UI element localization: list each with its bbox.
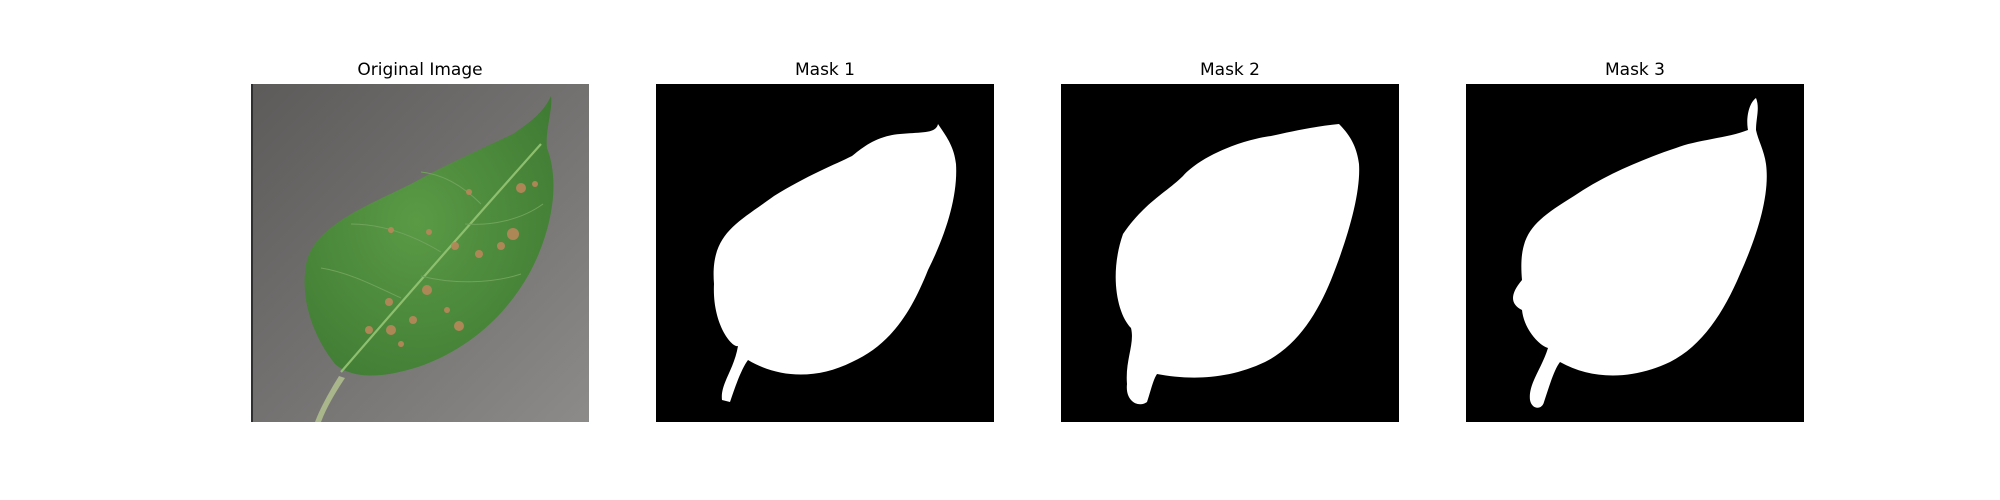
panel-title-mask-2: Mask 2 [1199, 60, 1260, 80]
panel-title-mask-3: Mask 3 [1604, 60, 1665, 80]
mask-1-image [656, 84, 994, 422]
leaf-photo [251, 84, 589, 422]
mask-3-shape [1466, 84, 1804, 422]
panel-title-original-image: Original Image [357, 60, 483, 80]
mask-2-image [1061, 84, 1399, 422]
mask-3-image [1466, 84, 1804, 422]
panel-title-mask-1: Mask 1 [794, 60, 855, 80]
original-image [251, 84, 589, 422]
mask-1-shape [656, 84, 994, 422]
mask-2-shape [1061, 84, 1399, 422]
